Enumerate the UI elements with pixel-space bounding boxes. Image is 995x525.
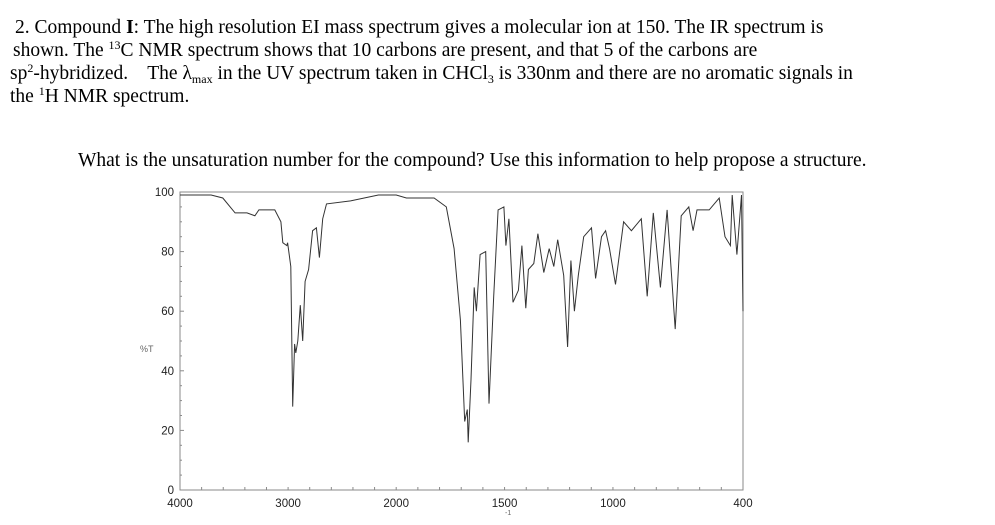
x-tick-label: 3000 — [275, 498, 301, 510]
x-tick-label: 1500 — [492, 498, 518, 510]
y-tick-label: 60 — [161, 306, 174, 318]
text: H NMR spectrum. — [44, 86, 190, 107]
y-axis-label: %T — [140, 344, 154, 354]
superscript: 13 — [108, 38, 121, 52]
y-tick-label: 100 — [155, 187, 174, 199]
x-tick-label: 400 — [733, 498, 752, 510]
compound-label: I — [126, 17, 134, 38]
spectrum-line — [180, 194, 744, 443]
x-tick-label: 2000 — [383, 498, 409, 510]
subscript: 3 — [487, 72, 494, 86]
x-axis-label-fragment: -1 — [505, 510, 511, 517]
subscript: max — [191, 72, 213, 86]
question-line-3: sp2-hybridized. The λmax in the UV spect… — [10, 61, 853, 86]
text: C NMR spectrum shows that 10 carbons are… — [120, 40, 758, 61]
x-tick-label: 1000 — [600, 498, 626, 510]
text: in the UV spectrum taken in CHCl — [212, 63, 488, 84]
y-tick-label: 40 — [161, 366, 174, 378]
text: is 330nm and there are no aromatic signa… — [493, 63, 853, 84]
y-tick-label: 0 — [168, 485, 174, 497]
y-tick-label: 80 — [161, 247, 174, 259]
x-tick-label: 4000 — [167, 498, 193, 510]
superscript: 2 — [27, 61, 34, 75]
question-prompt: What is the unsaturation number for the … — [78, 150, 867, 171]
text: : The high resolution EI mass spectrum g… — [133, 17, 824, 38]
question-line-4: the 1H NMR spectrum. — [10, 84, 190, 108]
superscript: 1 — [38, 84, 45, 98]
text: shown. The — [13, 40, 109, 61]
text: sp — [10, 63, 28, 84]
text: 2. Compound — [15, 17, 127, 38]
question-line-1: 2. Compound I: The high resolution EI ma… — [15, 17, 823, 39]
text: the — [10, 86, 39, 107]
y-tick-label: 20 — [161, 425, 174, 437]
question-line-2: shown. The 13C NMR spectrum shows that 1… — [13, 38, 758, 62]
text: -hybridized. The λ — [33, 63, 192, 84]
